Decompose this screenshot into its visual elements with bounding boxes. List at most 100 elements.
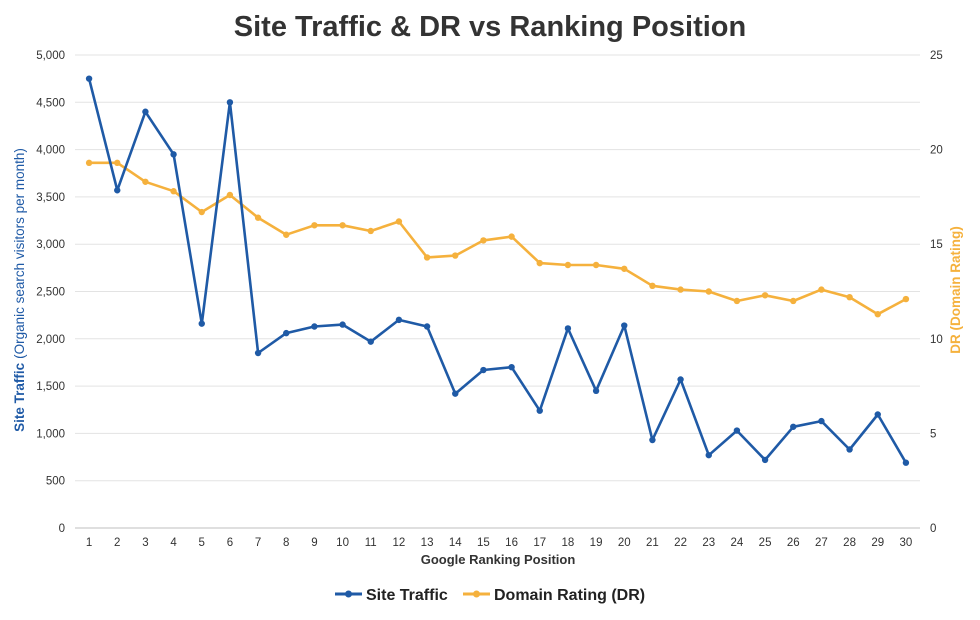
data-point-domain-rating [142,178,149,185]
data-point-site-traffic [311,323,318,330]
x-tick-label: 26 [787,537,800,549]
data-point-site-traffic [592,387,600,395]
data-point-domain-rating [790,297,797,305]
legend-label-site-traffic: Site Traffic [366,587,448,604]
data-point-domain-rating [480,237,487,244]
data-point-domain-rating [677,286,684,293]
data-point-domain-rating [621,265,628,272]
data-point-site-traffic [170,151,177,158]
legend-marker-site-traffic [345,590,352,598]
x-tick-label: 30 [900,537,913,549]
data-point-site-traffic [902,459,910,466]
x-tick-label: 12 [393,537,406,549]
data-point-site-traffic [733,427,741,434]
data-point-domain-rating [592,261,600,269]
data-point-domain-rating [733,297,741,305]
y-tick-label-right: 15 [930,239,943,251]
data-point-site-traffic [423,323,431,330]
x-tick-label: 15 [477,537,490,549]
data-point-domain-rating [423,254,431,261]
data-point-site-traffic [649,436,656,444]
data-point-site-traffic [339,321,346,328]
y-axis-left-label-rest: (Organic search visitors per month) [12,148,27,359]
series-domain-rating [85,159,910,318]
data-point-site-traffic [395,316,403,324]
x-tick-label: 16 [505,537,518,549]
y-tick-label-left: 1,500 [36,381,65,393]
series-line-domain-rating [89,161,907,316]
y-tick-label-left: 3,000 [36,239,65,251]
x-tick-label: 7 [255,537,261,549]
data-point-site-traffic [254,349,262,357]
data-point-domain-rating [536,259,543,267]
data-point-domain-rating [564,261,572,269]
data-point-site-traffic [846,446,853,453]
x-tick-label: 1 [86,537,92,549]
data-point-site-traffic [536,407,543,414]
data-point-domain-rating [452,252,459,259]
chart-title: Site Traffic & DR vs Ranking Position [234,11,746,43]
data-point-site-traffic [367,338,374,345]
x-tick-label: 9 [311,537,317,549]
x-tick-label: 6 [227,537,233,549]
y-axis-left-label: Site Traffic (Organic search visitors per… [12,148,27,432]
x-tick-label: 17 [533,537,546,549]
y-axis-left-ticks: 0 500 1,000 1,500 2,000 2,500 3,000 3,500 4,000 4… [36,50,65,535]
data-point-site-traffic [198,320,205,327]
data-point-domain-rating [283,231,290,238]
x-tick-label: 11 [365,537,377,549]
x-tick-label: 3 [142,537,148,549]
x-tick-label: 18 [562,537,575,549]
x-tick-label: 22 [674,537,687,549]
data-point-site-traffic [226,99,234,106]
data-point-site-traffic [621,322,628,329]
data-point-site-traffic [452,390,459,397]
x-tick-label: 25 [759,537,772,549]
y-tick-label-left: 2,500 [36,287,65,299]
x-tick-label: 19 [590,537,603,549]
legend-item-site-traffic: Site Traffic [335,587,448,604]
series-site-traffic [85,75,910,466]
data-point-domain-rating [254,214,262,221]
y-tick-label-left: 1,000 [36,428,65,440]
x-tick-label: 21 [646,537,659,549]
data-point-domain-rating [170,188,177,195]
x-axis-label: Google Ranking Position [421,552,576,567]
x-tick-label: 29 [871,537,884,549]
data-point-domain-rating [226,191,234,199]
data-point-domain-rating [114,159,121,167]
data-point-site-traffic [874,411,881,418]
data-point-domain-rating [367,227,374,235]
data-point-site-traffic [508,363,515,371]
x-tick-label: 24 [731,537,744,549]
data-point-domain-rating [902,295,910,303]
data-point-domain-rating [508,233,515,240]
data-point-domain-rating [761,292,769,299]
data-point-site-traffic [761,456,769,464]
y-axis-right-label: DR (Domain Rating) [948,226,963,354]
y-tick-label-left: 5,000 [36,50,65,62]
y-tick-label-right: 0 [930,523,936,535]
data-point-site-traffic [564,325,572,332]
series-layer [85,75,910,466]
data-point-domain-rating [395,218,403,225]
legend: Site Traffic Domain Rating (DR) [335,587,645,604]
x-tick-label: 4 [170,537,177,549]
grid-lines [75,54,920,529]
series-line-site-traffic [87,78,908,464]
data-point-domain-rating [339,222,346,229]
y-tick-label-left: 4,000 [36,145,65,157]
data-point-site-traffic [142,108,149,115]
x-tick-label: 28 [843,537,856,549]
x-tick-label: 27 [815,537,828,549]
y-tick-label-right: 20 [930,145,943,157]
data-point-domain-rating [818,286,825,293]
data-point-domain-rating [846,293,853,301]
x-tick-label: 10 [336,537,349,549]
x-tick-label: 2 [114,537,120,549]
y-tick-label-left: 500 [46,476,65,488]
data-point-site-traffic [114,187,121,194]
x-tick-label: 20 [618,537,631,549]
